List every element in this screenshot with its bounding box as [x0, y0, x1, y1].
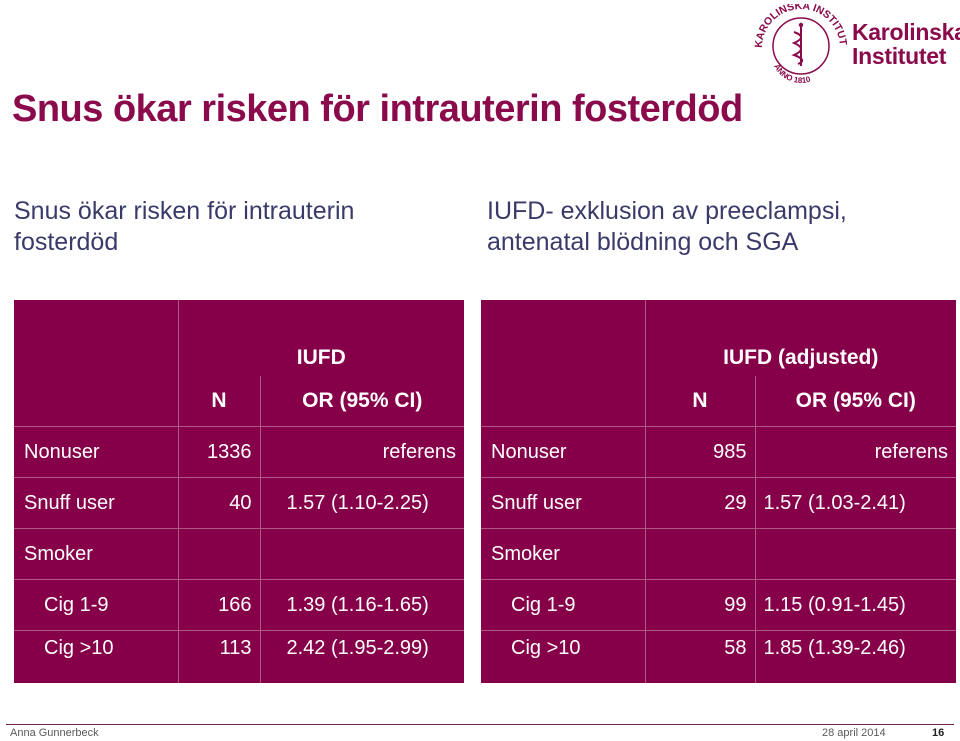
footer-divider — [6, 724, 954, 725]
col-header-or: OR (95% CI) — [259, 376, 464, 427]
slide-title: Snus ökar risken för intrauterin fosterd… — [12, 88, 743, 130]
page-number: 16 — [932, 727, 945, 739]
karolinska-seal-logo: KAROLINSKA INSTITUTET ANNO 1810 — [752, 4, 849, 84]
col-header-n: N — [644, 376, 755, 427]
subtitle-right-line-2: antenatal blödning och SGA — [487, 228, 799, 256]
row-label: Cig 1-9 — [14, 579, 178, 631]
group-header: IUFD — [177, 300, 464, 376]
row-or: 1.57 (1.03-2.41) — [754, 477, 957, 529]
row-n: 166 — [177, 579, 260, 631]
row-label: Smoker — [481, 528, 645, 580]
subtitle-right: IUFD- exklusion av preeclampsi, antenata… — [487, 196, 847, 258]
subtitle-left-line-1: Snus ökar risken för intrauterin — [14, 197, 355, 225]
row-n: 29 — [644, 477, 755, 529]
logo-name-line-1: Karolinska — [852, 19, 960, 45]
corner-cell — [481, 300, 645, 376]
row-or: referens — [754, 426, 957, 478]
row-or: 2.42 (1.95-2.99) — [259, 630, 464, 683]
logo-wordmark: Karolinska Institutet — [852, 20, 960, 68]
corner-cell-2 — [481, 376, 645, 427]
subtitle-left: Snus ökar risken för intrauterin fosterd… — [14, 196, 354, 258]
row-n: 985 — [644, 426, 755, 478]
footer-date: 28 april 2014 — [822, 727, 886, 739]
corner-cell — [14, 300, 178, 376]
row-or: referens — [259, 426, 464, 478]
row-n: 58 — [644, 630, 755, 683]
col-header-n: N — [177, 376, 260, 427]
iufd-table: IUFD N OR (95% CI) Nonuser 1336 referens… — [14, 300, 464, 683]
row-label: Cig 1-9 — [481, 579, 645, 631]
iufd-adjusted-table: IUFD (adjusted) N OR (95% CI) Nonuser 98… — [481, 300, 957, 683]
row-label: Nonuser — [481, 426, 645, 478]
row-n: 99 — [644, 579, 755, 631]
row-n: 1336 — [177, 426, 260, 478]
row-n — [644, 528, 755, 580]
group-header: IUFD (adjusted) — [644, 300, 957, 376]
corner-cell-2 — [14, 376, 178, 427]
row-or: 1.15 (0.91-1.45) — [754, 579, 957, 631]
subtitle-left-line-2: fosterdöd — [14, 228, 119, 256]
row-or: 1.39 (1.16-1.65) — [259, 579, 464, 631]
col-header-or: OR (95% CI) — [754, 376, 957, 427]
row-n: 113 — [177, 630, 260, 683]
row-n: 40 — [177, 477, 260, 529]
row-or — [754, 528, 957, 580]
row-or — [259, 528, 464, 580]
row-n — [177, 528, 260, 580]
subtitle-right-line-1: IUFD- exklusion av preeclampsi, — [487, 197, 847, 225]
row-label: Nonuser — [14, 426, 178, 478]
row-label: Smoker — [14, 528, 178, 580]
row-or: 1.57 (1.10-2.25) — [259, 477, 464, 529]
logo-name-line-2: Institutet — [852, 43, 947, 69]
row-label: Snuff user — [14, 477, 178, 529]
row-or: 1.85 (1.39-2.46) — [754, 630, 957, 683]
row-label: Cig >10 — [481, 630, 645, 683]
row-label: Snuff user — [481, 477, 645, 529]
footer-author: Anna Gunnerbeck — [10, 727, 99, 739]
row-label: Cig >10 — [14, 630, 178, 683]
